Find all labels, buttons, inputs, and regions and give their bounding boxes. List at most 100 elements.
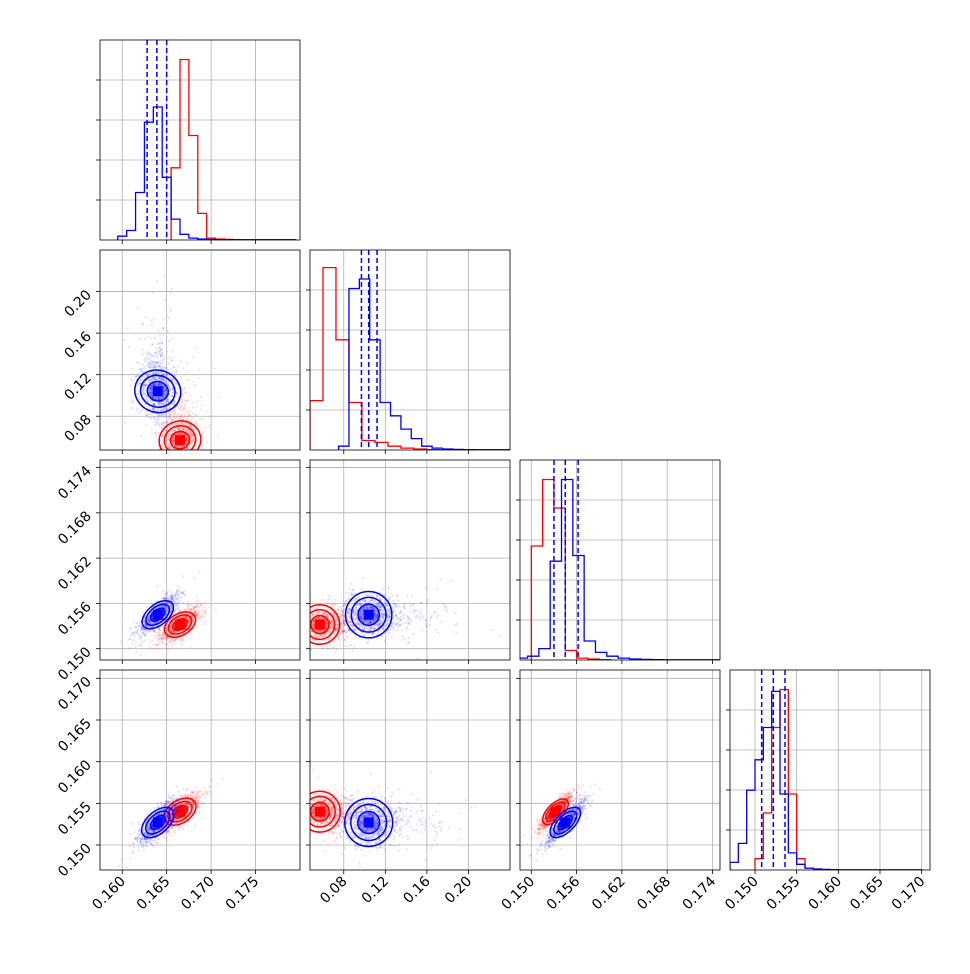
red-sample-point [291, 631, 293, 633]
red-sample-point [203, 602, 205, 604]
red-sample-point [344, 639, 346, 641]
blue-sample-point [144, 338, 146, 340]
red-sample-point [179, 473, 181, 475]
red-sample-point [330, 604, 332, 606]
blue-sample-point [140, 410, 142, 412]
red-sample-point [174, 452, 176, 454]
red-sample-point [318, 612, 320, 614]
red-sample-point [303, 627, 305, 629]
blue-sample-point [165, 367, 167, 369]
blue-sample-point [140, 407, 142, 409]
blue-sample-point [163, 318, 165, 320]
red-sample-point [196, 452, 198, 454]
gridlines [100, 40, 300, 240]
blue-sample-point [159, 360, 161, 362]
blue-sample-point [185, 400, 187, 402]
blue-sample-point [178, 605, 180, 607]
blue-sample-point [198, 571, 200, 573]
blue-sample-point [177, 594, 179, 596]
red-sample-point [187, 453, 189, 455]
blue-sample-point [156, 361, 158, 363]
red-sample-point [300, 635, 302, 637]
blue-sample-point [155, 421, 157, 423]
red-sample-point [181, 450, 183, 452]
blue-sample-point [167, 384, 169, 386]
red-sample-point [202, 609, 204, 611]
red-sample-point [171, 452, 173, 454]
red-sample-point [339, 643, 341, 645]
blue-sample-point [381, 635, 383, 637]
red-sample-point [181, 404, 183, 406]
red-sample-point [199, 602, 201, 604]
blue-sample-point [137, 622, 139, 624]
red-sample-point [191, 415, 193, 417]
red-sample-point [329, 644, 331, 646]
red-sample-point [208, 415, 210, 417]
blue-sample-point [150, 366, 152, 368]
red-sample-point [289, 617, 291, 619]
blue-histogram [339, 279, 510, 450]
red-sample-point [199, 615, 201, 617]
blue-sample-point [169, 604, 171, 606]
blue-sample-point [154, 361, 156, 363]
red-sample-point [187, 456, 189, 458]
blue-sample-point [179, 600, 181, 602]
red-sample-point [179, 453, 181, 455]
blue-sample-point [167, 350, 169, 352]
red-sample-point [184, 450, 186, 452]
panel-frame [100, 460, 300, 660]
red-sample-point [149, 647, 151, 649]
red-sample-point [166, 436, 168, 438]
red-sample-point [172, 452, 174, 454]
red-sample-point [199, 409, 201, 411]
blue-sample-point [157, 376, 159, 378]
red-sample-point [308, 614, 310, 616]
blue-sample-point [136, 361, 138, 363]
red-sample-point [289, 619, 291, 621]
red-sample-point [178, 641, 180, 643]
blue-sample-point [138, 398, 140, 400]
blue-sample-point [162, 434, 164, 436]
blue-sample-point [138, 373, 140, 375]
blue-histogram [516, 480, 720, 661]
red-sample-point [177, 455, 179, 457]
red-sample-point [179, 451, 181, 453]
blue-sample-point [131, 368, 133, 370]
blue-sample-point [129, 385, 131, 387]
blue-sample-point [158, 629, 160, 631]
red-sample-point [174, 639, 176, 641]
blue-sample-point [160, 355, 162, 357]
blue-sample-point [391, 595, 393, 597]
red-sample-point [182, 456, 184, 458]
red-sample-point [302, 616, 304, 618]
red-sample-point [173, 463, 175, 465]
blue-sample-point [186, 603, 188, 605]
red-sample-point [167, 435, 169, 437]
blue-sample-point [168, 340, 170, 342]
red-sample-point [191, 604, 193, 606]
red-sample-point [171, 450, 173, 452]
red-sample-point [191, 427, 193, 429]
blue-sample-point [164, 597, 166, 599]
red-sample-point [176, 457, 178, 459]
red-sample-point [199, 418, 201, 420]
red-sample-point [184, 453, 186, 455]
blue-sample-point [413, 608, 415, 610]
red-sample-point [162, 633, 164, 635]
blue-sample-point [159, 334, 161, 336]
red-sample-point [175, 454, 177, 456]
blue-sample-point [175, 608, 177, 610]
red-sample-point [184, 415, 186, 417]
blue-sample-point [155, 347, 157, 349]
blue-sample-point [409, 611, 411, 613]
blue-sample-point [418, 615, 420, 617]
blue-sample-point [153, 377, 155, 379]
red-sample-point [306, 624, 308, 626]
red-sample-point [159, 450, 161, 452]
blue-sample-point [155, 352, 157, 354]
blue-sample-point [408, 641, 410, 643]
red-sample-point [215, 609, 217, 611]
red-sample-point [189, 646, 191, 648]
blue-sample-point [159, 378, 161, 380]
